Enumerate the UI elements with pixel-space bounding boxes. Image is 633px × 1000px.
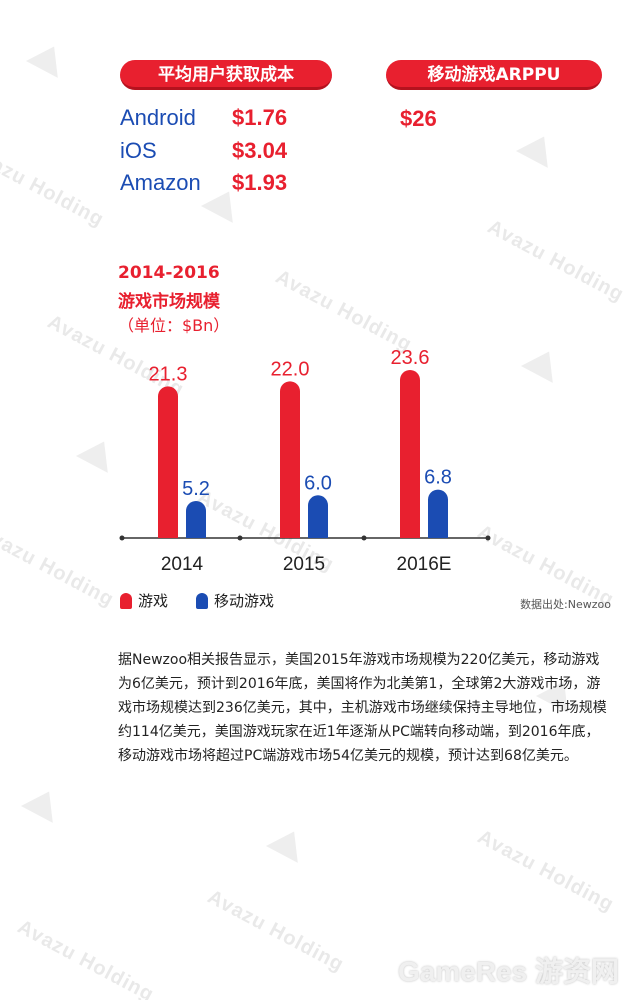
- x-axis-tick: [237, 535, 243, 541]
- watermark-logo-icon: [266, 823, 310, 863]
- bar-games: [400, 369, 420, 538]
- legend-label: 游戏: [138, 592, 169, 610]
- data-source: 数据出处:Newzoo: [520, 598, 611, 611]
- data-label: 6.8: [424, 467, 452, 489]
- x-axis-tick: [361, 535, 367, 541]
- x-tick-label: 2015: [283, 554, 325, 575]
- data-label: 5.2: [182, 478, 210, 500]
- cost-value: $3.04: [232, 138, 288, 163]
- acquisition-row-ios: iOS $3.04: [120, 135, 287, 167]
- legend-swatch-red: [120, 592, 132, 609]
- platform-label: Amazon: [120, 170, 201, 195]
- data-label: 6.0: [304, 472, 332, 494]
- bar-mobile-games: [186, 500, 206, 538]
- bar-games: [280, 381, 300, 538]
- x-axis-tick: [485, 535, 491, 541]
- watermark: Avazu Holding: [483, 215, 628, 307]
- watermark: Avazu Holding: [203, 885, 348, 977]
- acquisition-cost-heading: 平均用户获取成本: [120, 60, 332, 90]
- chart-title: 游戏市场规模: [118, 292, 220, 312]
- watermark-logo-icon: [26, 38, 70, 78]
- watermark-logo-icon: [516, 128, 560, 168]
- watermark: Avazu Holding: [13, 915, 158, 1000]
- cost-value: $1.93: [232, 170, 288, 195]
- platform-label: Android: [120, 105, 196, 130]
- bar-games: [158, 386, 179, 538]
- bar-mobile-games: [428, 489, 448, 538]
- arppu-value: $26: [400, 106, 437, 131]
- x-tick-label: 2014: [161, 554, 204, 575]
- chart-unit: （单位：$Bn）: [118, 316, 230, 335]
- legend-item-mobile-games: 移动游戏: [196, 590, 274, 611]
- platform-label: iOS: [120, 138, 157, 163]
- data-label: 21.3: [149, 363, 188, 385]
- x-tick-label: 2016E: [397, 554, 452, 575]
- data-label: 23.6: [391, 347, 430, 369]
- legend-swatch-blue: [196, 592, 208, 609]
- legend-item-games: 游戏: [120, 590, 168, 611]
- chart-title-years: 2014-2016: [118, 263, 220, 283]
- cost-value: $1.76: [232, 105, 288, 130]
- watermark: Avazu Holding: [473, 825, 618, 917]
- acquisition-row-amazon: Amazon $1.93: [120, 167, 287, 199]
- acquisition-row-android: Android $1.76: [120, 102, 287, 134]
- arppu-heading: 移动游戏ARPPU: [386, 60, 602, 90]
- watermark-logo-icon: [21, 783, 65, 823]
- x-axis-tick: [119, 535, 125, 541]
- footer-logo: GameRes 游资网: [398, 956, 619, 987]
- watermark: Avazu Holding: [0, 140, 108, 232]
- market-size-bar-chart: 21.3 5.2 2014 22.0 6.0 2015 23.6 6.8 2016E: [119, 347, 491, 575]
- data-label: 22.0: [271, 358, 310, 380]
- bar-mobile-games: [308, 495, 328, 538]
- legend-label: 移动游戏: [214, 592, 275, 610]
- description-paragraph: 据Newzoo相关报告显示，美国2015年游戏市场规模为220亿美元，移动游戏为…: [118, 652, 607, 764]
